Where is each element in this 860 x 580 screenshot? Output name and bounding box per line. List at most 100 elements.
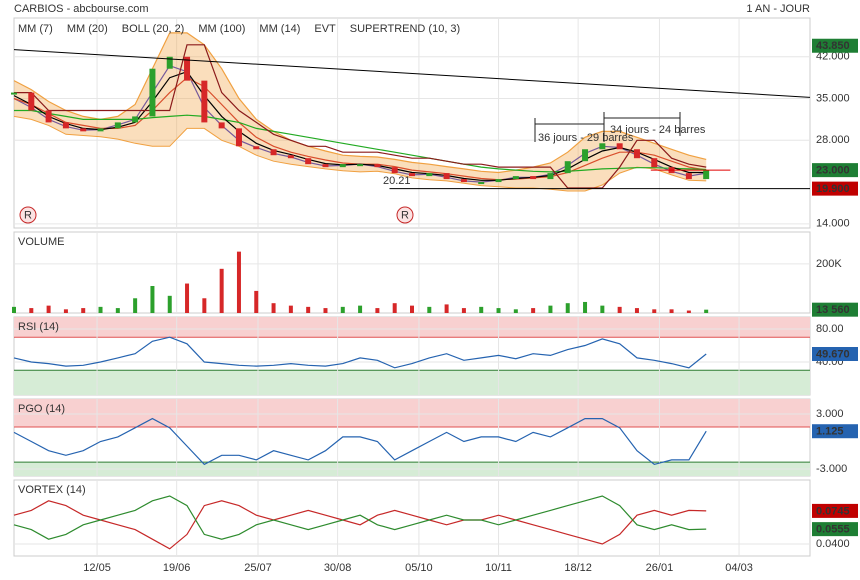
series-line [13,32,707,174]
volume-bar [375,308,380,313]
y-tick-label: 42.000 [816,51,850,63]
candle [391,167,398,174]
volume-bar [167,295,172,313]
period: 1 AN - JOUR [746,3,810,15]
value-box-label: 19.900 [816,183,850,195]
volume-bar [565,303,570,313]
value-box [812,38,858,53]
volume-bar [81,308,86,313]
candle [357,164,364,167]
volume-bar [513,309,518,313]
candle [495,179,502,183]
volume-bar [254,290,259,313]
candle [149,68,156,117]
x-tick-label: 12/05 [83,562,111,574]
volume-bar [669,309,674,313]
volume-bar [461,308,466,313]
candle [460,179,467,183]
volume-bar [63,309,68,313]
candle [114,122,121,129]
y-tick-label: 0.0400 [816,538,850,550]
candle [287,155,294,159]
y-tick-label: 35.000 [816,92,850,104]
candle [322,164,329,168]
volume-bar [236,251,241,313]
volume-bar [358,305,363,313]
legend-entry: SUPERTREND (10, 3) [350,23,460,35]
legend-entry: EVT [314,23,336,35]
volume-bar [427,306,432,313]
series-line [13,336,707,369]
panel-title: PGO (14) [18,403,65,415]
volume-bar [288,305,293,313]
value-box [812,347,858,362]
candle [45,110,52,123]
series-line [14,44,707,189]
candle [305,158,312,165]
x-tick-label: 30/08 [324,562,352,574]
x-tick-label: 19/06 [163,562,191,574]
volume-bar [115,308,120,313]
legend-entry: MM (100) [198,23,245,35]
volume-bar [271,303,276,313]
page-title: CARBIOS - abcbourse.com [14,3,149,15]
volume-bar [652,309,657,313]
candle [339,164,346,168]
volume-bar [634,308,639,313]
candle [633,149,640,159]
value-box-label: 49.670 [816,348,850,360]
volume-bar [98,306,103,313]
volume-bar [219,268,224,313]
event-marker [19,206,37,224]
candle [599,143,606,150]
volume-bar [444,304,449,313]
volume-bar [410,305,414,313]
legend-entry: MM (14) [259,23,300,35]
legend-entry: MM (20) [67,23,108,35]
value-box [812,163,858,178]
volume-bar [29,308,34,313]
candle [651,158,658,168]
candle [530,176,537,180]
x-tick-label: 05/10 [405,562,433,574]
annotation: 20.21 [383,175,411,187]
value-box [812,424,858,439]
value-box-label: 23.000 [816,165,850,177]
candle [184,56,191,81]
event-marker [396,206,414,224]
volume-bar [202,298,207,313]
volume-bar [531,308,536,313]
annotation: 36 jours - 29 barres [538,132,634,144]
candle [703,170,710,180]
y-tick-label: -3.000 [816,463,847,475]
x-tick-label: 04/03 [725,562,753,574]
value-box [812,302,858,317]
candle [28,92,35,111]
candle [409,173,415,177]
y-tick-label: 200K [816,258,842,270]
candle [547,173,554,180]
panel-title: VOLUME [18,236,64,248]
value-box [812,522,858,537]
candle [478,182,485,185]
candle [218,122,225,129]
volume-bar [133,298,138,313]
value-box-label: 1.125 [816,426,844,438]
legend-entry: MM (7) [18,23,53,35]
annotation: 34 jours - 24 barres [610,124,706,136]
volume-bar [12,306,16,313]
series-line [14,109,707,173]
value-box-label: 0.0745 [816,505,850,517]
volume-bar [150,286,155,313]
value-box-label: 43.850 [816,40,850,52]
candle [374,164,381,168]
candle [97,128,104,132]
volume-bar [583,301,588,313]
band [14,370,810,395]
series-line [13,500,707,550]
volume-bar [548,305,553,313]
candle [616,143,623,150]
volume-bar [600,305,605,313]
candle [235,128,242,147]
